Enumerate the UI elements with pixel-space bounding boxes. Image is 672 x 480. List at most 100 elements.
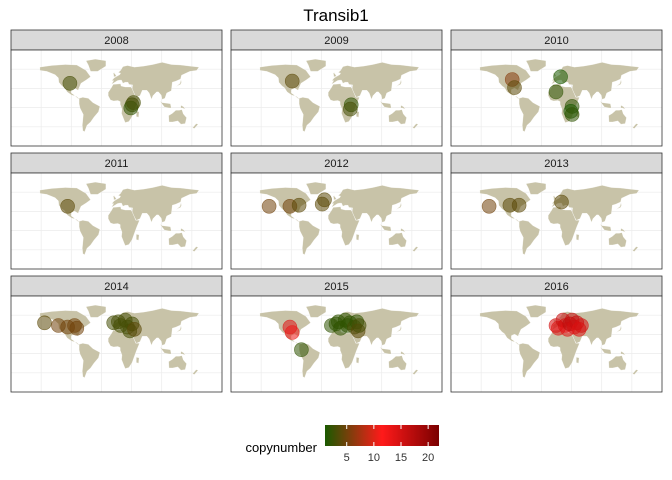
facet-border bbox=[230, 49, 443, 147]
land-polygon bbox=[305, 181, 327, 195]
land-polygon bbox=[615, 79, 622, 88]
land-polygon bbox=[479, 310, 531, 346]
facet-border bbox=[10, 295, 223, 393]
land-polygon bbox=[356, 234, 360, 241]
chart-title: Transib1 bbox=[303, 6, 369, 25]
land-polygon bbox=[599, 100, 612, 109]
facet-panel-2011: 2011 bbox=[10, 152, 223, 270]
data-point bbox=[69, 320, 85, 336]
land-polygon bbox=[599, 346, 612, 355]
facet-strip-label: 2013 bbox=[544, 158, 568, 170]
land-polygon bbox=[175, 202, 182, 211]
data-point bbox=[284, 325, 300, 340]
land-polygon bbox=[180, 105, 186, 110]
land-polygon bbox=[412, 246, 419, 252]
legend: copynumber 5 10 15 20 bbox=[245, 425, 439, 464]
legend-ticks: 5 10 15 20 bbox=[344, 425, 434, 464]
land-polygon bbox=[85, 58, 107, 72]
facet-strip-label: 2016 bbox=[544, 281, 568, 293]
data-point bbox=[553, 69, 568, 85]
land-polygon bbox=[113, 72, 117, 77]
land-polygon bbox=[168, 355, 187, 371]
land-polygon bbox=[136, 357, 140, 364]
world-map bbox=[479, 304, 640, 378]
data-point bbox=[554, 194, 569, 210]
land-polygon bbox=[615, 202, 622, 211]
land-polygon bbox=[388, 355, 407, 371]
legend-title: copynumber bbox=[245, 440, 317, 455]
data-point bbox=[62, 76, 78, 91]
land-polygon bbox=[525, 58, 547, 72]
facet-strip-label: 2012 bbox=[324, 158, 348, 170]
land-polygon bbox=[576, 234, 580, 241]
land-polygon bbox=[136, 111, 140, 118]
land-polygon bbox=[85, 304, 107, 318]
legend-colorbar bbox=[325, 425, 439, 446]
land-polygon bbox=[608, 355, 627, 371]
land-polygon bbox=[620, 351, 626, 356]
land-polygon bbox=[78, 97, 101, 132]
land-polygon bbox=[108, 206, 140, 246]
facet-panel-2012: 2012 bbox=[230, 152, 443, 270]
land-polygon bbox=[78, 220, 101, 255]
land-polygon bbox=[305, 58, 327, 72]
facet-strip-label: 2011 bbox=[105, 158, 129, 170]
land-polygon bbox=[168, 109, 187, 125]
land-polygon bbox=[180, 351, 186, 356]
facet-border bbox=[450, 49, 663, 147]
legend-tick-label: 20 bbox=[422, 452, 434, 464]
data-point bbox=[127, 321, 142, 337]
legend-tick-label: 5 bbox=[344, 452, 350, 464]
data-point bbox=[548, 84, 564, 100]
land-polygon bbox=[412, 369, 419, 375]
land-polygon bbox=[400, 105, 406, 110]
land-polygon bbox=[388, 109, 407, 125]
facet-strip-label: 2008 bbox=[104, 35, 128, 47]
land-polygon bbox=[78, 343, 101, 378]
facet-panel-2016: 2016 bbox=[450, 275, 663, 393]
legend-tick-label: 15 bbox=[395, 452, 407, 464]
world-map bbox=[479, 181, 640, 255]
facet-strip-label: 2010 bbox=[544, 35, 568, 47]
land-polygon bbox=[333, 72, 337, 77]
land-polygon bbox=[136, 234, 140, 241]
data-point bbox=[261, 199, 277, 214]
land-polygon bbox=[331, 62, 420, 100]
land-polygon bbox=[192, 369, 199, 375]
land-polygon bbox=[551, 185, 640, 223]
land-polygon bbox=[113, 195, 117, 200]
data-point bbox=[342, 101, 358, 117]
land-polygon bbox=[333, 195, 337, 200]
land-polygon bbox=[620, 105, 626, 110]
land-polygon bbox=[632, 246, 639, 252]
land-polygon bbox=[518, 343, 541, 378]
land-polygon bbox=[395, 202, 402, 211]
land-polygon bbox=[298, 97, 321, 132]
data-point bbox=[37, 315, 52, 331]
land-polygon bbox=[175, 325, 182, 334]
land-polygon bbox=[331, 185, 420, 223]
land-polygon bbox=[356, 357, 360, 364]
land-polygon bbox=[518, 97, 541, 132]
land-polygon bbox=[395, 325, 402, 334]
land-polygon bbox=[525, 181, 547, 195]
facet-panel-2015: 2015 bbox=[230, 275, 443, 393]
land-polygon bbox=[305, 304, 327, 318]
data-point bbox=[126, 95, 141, 110]
facet-panels: 2008 2009 2010 2011 2012 2013 2014 2015 2016 bbox=[10, 29, 663, 393]
land-polygon bbox=[412, 123, 419, 129]
land-polygon bbox=[379, 100, 392, 109]
land-polygon bbox=[395, 79, 402, 88]
facet-border bbox=[450, 172, 663, 270]
land-polygon bbox=[111, 62, 200, 100]
land-polygon bbox=[632, 369, 639, 375]
land-polygon bbox=[159, 223, 172, 232]
land-polygon bbox=[192, 123, 199, 129]
land-polygon bbox=[518, 220, 541, 255]
legend-tick-label: 10 bbox=[368, 452, 380, 464]
land-polygon bbox=[388, 232, 407, 248]
land-polygon bbox=[328, 206, 360, 246]
land-polygon bbox=[356, 111, 360, 118]
facet-panel-2014: 2014 bbox=[10, 275, 223, 393]
facet-strip-label: 2009 bbox=[324, 35, 348, 47]
